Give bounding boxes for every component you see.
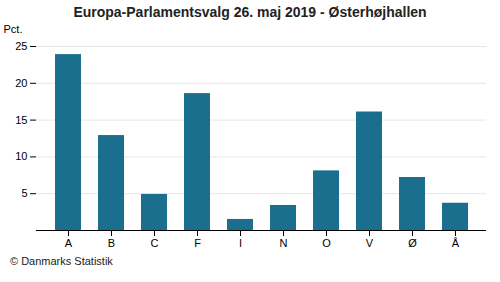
svg-text:10: 10	[15, 150, 27, 162]
svg-text:F: F	[194, 237, 201, 249]
svg-text:Pct.: Pct.	[4, 23, 23, 35]
html-text:© Danmarks Statistik: © Danmarks Statistik	[10, 255, 113, 267]
html-text:Europa-Parlamentsvalg 26. maj: Europa-Parlamentsvalg 26. maj 2019 - Øst…	[73, 4, 427, 20]
svg-text:Å: Å	[452, 237, 460, 249]
svg-text:O: O	[322, 237, 331, 249]
svg-text:I: I	[239, 237, 242, 249]
svg-text:N: N	[280, 237, 288, 249]
svg-text:Ø: Ø	[408, 237, 417, 249]
svg-text:V: V	[366, 237, 374, 249]
svg-text:A: A	[65, 237, 73, 249]
svg-text:B: B	[108, 237, 115, 249]
svg-text:25: 25	[15, 40, 27, 52]
svg-text:C: C	[151, 237, 159, 249]
svg-text:5: 5	[21, 187, 27, 199]
svg-text:15: 15	[15, 114, 27, 126]
svg-text:20: 20	[15, 77, 27, 89]
